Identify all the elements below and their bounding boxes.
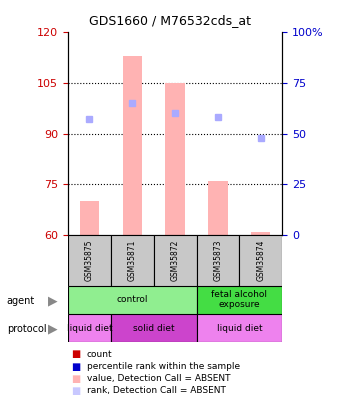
Text: ▶: ▶ (48, 294, 57, 307)
Text: ■: ■ (71, 386, 81, 396)
Text: percentile rank within the sample: percentile rank within the sample (87, 362, 240, 371)
Text: GSM35875: GSM35875 (85, 239, 94, 281)
Text: ■: ■ (71, 350, 81, 359)
Bar (111, 235, 154, 286)
Text: protocol: protocol (7, 324, 47, 334)
Bar (154, 235, 197, 286)
Text: ■: ■ (71, 374, 81, 384)
Bar (197, 314, 282, 342)
Bar (197, 235, 239, 286)
Text: fetal alcohol
exposure: fetal alcohol exposure (211, 290, 267, 309)
Text: ▶: ▶ (48, 322, 57, 335)
Text: GDS1660 / M76532cds_at: GDS1660 / M76532cds_at (89, 14, 251, 27)
Text: value, Detection Call = ABSENT: value, Detection Call = ABSENT (87, 374, 230, 383)
Bar (68, 235, 111, 286)
Bar (239, 235, 282, 286)
Bar (123, 56, 142, 235)
Bar (166, 83, 185, 235)
Text: solid diet: solid diet (133, 324, 174, 333)
Text: GSM35874: GSM35874 (256, 239, 265, 281)
Bar (80, 201, 99, 235)
Bar (68, 314, 111, 342)
Text: liquid diet: liquid diet (217, 324, 262, 333)
Text: GSM35872: GSM35872 (171, 239, 180, 281)
Bar (251, 232, 270, 235)
Text: count: count (87, 350, 112, 359)
Text: ■: ■ (71, 362, 81, 371)
Text: agent: agent (7, 296, 35, 305)
Text: GSM35871: GSM35871 (128, 239, 137, 281)
Text: GSM35873: GSM35873 (214, 239, 222, 281)
Text: rank, Detection Call = ABSENT: rank, Detection Call = ABSENT (87, 386, 225, 395)
Bar (111, 314, 197, 342)
Bar (208, 181, 227, 235)
Bar (68, 286, 197, 314)
Text: control: control (117, 295, 148, 304)
Bar (197, 286, 282, 314)
Text: liquid diet: liquid diet (67, 324, 112, 333)
